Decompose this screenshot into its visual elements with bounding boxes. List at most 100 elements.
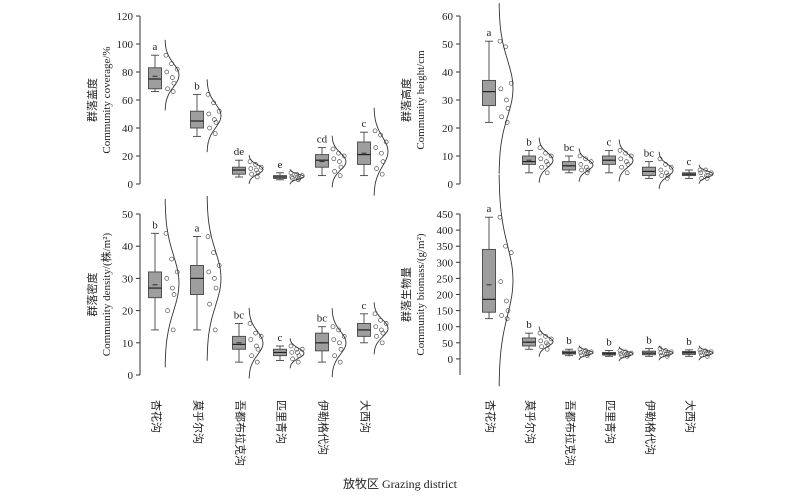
panel-density: 0 10 20 30 40 50 群落密度 Community density/(株/m²) b…	[85, 196, 389, 382]
box-group-5: c	[357, 107, 389, 196]
x-category-label: 匹里青沟	[603, 400, 616, 444]
box-group-3: c	[273, 332, 305, 369]
data-point	[538, 338, 544, 344]
box-iqr	[315, 332, 329, 352]
box-group-4: bc	[315, 308, 347, 378]
data-point	[698, 350, 704, 355]
y-tick-label: 120	[117, 11, 134, 23]
data-point	[668, 164, 674, 170]
density-curve	[498, 174, 514, 387]
density-curve	[164, 199, 180, 368]
y-tick-label: 80	[122, 67, 134, 79]
box-group-1: b	[522, 136, 554, 183]
data-point	[331, 156, 337, 162]
data-point	[548, 153, 554, 159]
y-tick-label: 30	[442, 95, 454, 107]
density-curve	[373, 107, 389, 196]
data-point	[578, 350, 584, 355]
y-axis-label-cn: 群落生物量	[399, 267, 413, 322]
density-curve	[373, 302, 389, 355]
data-point	[254, 359, 260, 365]
data-point	[255, 346, 261, 352]
density-curve	[578, 148, 594, 182]
y-tick-label: 50	[442, 39, 454, 51]
y-tick-label: 0	[128, 370, 134, 382]
y-tick-label: 40	[122, 123, 134, 135]
data-point	[372, 128, 378, 134]
y-axis-label-en: Community density/(株/m²)	[99, 232, 113, 356]
data-point	[617, 148, 623, 153]
significance-letter: de	[234, 146, 245, 158]
x-category-label: 杏花沟	[483, 400, 496, 433]
box-group-3: e	[273, 159, 305, 185]
x-category-label: 伊勒格代沟	[316, 400, 330, 455]
data-point	[624, 353, 630, 359]
panel-coverage: 0 20 40 60 80 100 120 群落盖度 Community coverage/% a…	[85, 11, 389, 196]
data-point	[379, 171, 385, 177]
data-point	[205, 234, 211, 239]
x-category-label: 吾都布拉克沟	[233, 400, 247, 466]
data-point	[337, 340, 342, 346]
significance-letter: b	[606, 337, 612, 349]
y-tick-label: 100	[117, 39, 134, 51]
significance-letter: cd	[317, 134, 328, 146]
data-point	[211, 250, 216, 255]
x-category-label: 杏花沟	[149, 400, 162, 433]
significance-letter: a	[153, 41, 158, 53]
significance-letter: b	[526, 319, 532, 331]
box-group-0: a	[482, 174, 514, 387]
x-axis-title: 放牧区 Grazing district	[343, 476, 458, 491]
data-point	[341, 334, 347, 339]
box-iqr	[190, 110, 204, 129]
y-tick-label: 400	[437, 225, 454, 237]
data-point	[383, 321, 389, 326]
density-curve	[618, 346, 634, 362]
data-point	[258, 164, 264, 170]
data-point	[373, 145, 379, 150]
box-group-2: bc	[562, 142, 594, 182]
y-tick-label: 450	[437, 209, 454, 221]
density-curve	[248, 155, 264, 184]
density-curve	[206, 196, 222, 361]
box-group-2: bc	[232, 307, 264, 379]
y-tick-label: 40	[122, 241, 134, 253]
data-point	[165, 308, 170, 313]
data-point	[330, 324, 336, 330]
box-group-4: cd	[315, 134, 347, 188]
y-axis-label-cn: 群落高度	[399, 78, 413, 122]
data-point	[164, 276, 170, 281]
y-tick-label: 10	[122, 338, 134, 350]
data-point	[499, 114, 504, 120]
box-iqr	[482, 79, 496, 107]
box-group-0: a	[148, 39, 180, 111]
box-group-1: a	[190, 196, 222, 361]
data-point	[697, 167, 703, 173]
significance-letter: c	[362, 118, 367, 130]
data-point	[165, 86, 170, 92]
data-point	[174, 66, 180, 72]
data-point	[508, 80, 514, 86]
y-tick-label: 150	[437, 306, 454, 318]
significance-letter: c	[278, 332, 283, 344]
box-group-5: b	[682, 336, 714, 361]
x-category-labels-right: 杏花沟 莫乎尔沟 吾都布拉克沟 匹里青沟 伊勒格代沟 大西沟	[483, 400, 697, 466]
box-group-2: de	[232, 146, 264, 184]
significance-letter: e	[278, 159, 283, 171]
data-point	[539, 344, 544, 350]
data-point	[498, 86, 504, 92]
data-point	[249, 171, 254, 177]
box-group-5: c	[682, 156, 714, 184]
panel-height: 0 10 20 30 40 50 60 群落高度 Community height/cm a b bc…	[399, 3, 714, 191]
box-iqr	[148, 67, 162, 90]
data-point	[619, 164, 624, 170]
density-curve	[578, 345, 594, 360]
data-point	[248, 337, 254, 342]
data-point	[207, 301, 212, 307]
density-curve	[698, 345, 714, 361]
data-point	[213, 120, 219, 125]
y-axis-label-en: Community coverage/%	[101, 46, 113, 153]
panel-biomass: 0 50 100 150 200 250 300 350 400 450 群落生物量 Communit…	[399, 174, 714, 387]
y-tick-label: 60	[122, 95, 134, 107]
data-point	[659, 173, 664, 178]
